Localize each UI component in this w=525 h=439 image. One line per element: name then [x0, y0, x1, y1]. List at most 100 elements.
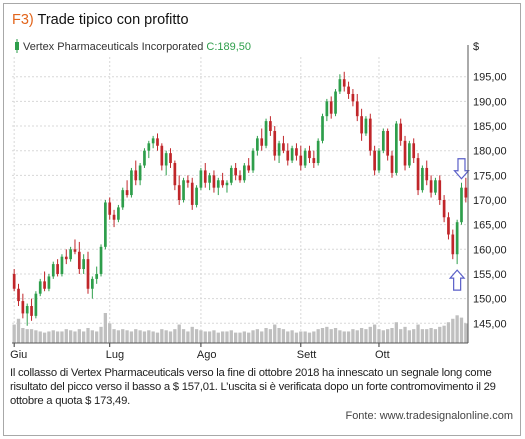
volume-bar: [429, 328, 433, 343]
volume-bar: [108, 323, 112, 343]
y-tick-label: 195,00: [473, 72, 507, 84]
candle-body: [295, 148, 298, 156]
candle-body: [30, 306, 33, 316]
volume-bar: [99, 326, 103, 343]
candle-body: [442, 200, 446, 218]
volume-bar: [359, 328, 364, 343]
candle-body: [403, 140, 407, 166]
volume-bar: [286, 331, 290, 343]
y-tick-label: 160,00: [473, 244, 507, 256]
figure-title: F3) Trade tipico con profitto: [12, 12, 189, 28]
candle-body: [99, 246, 103, 274]
volume-bar: [386, 329, 390, 343]
volume-bar: [73, 331, 77, 343]
volume-bar: [121, 329, 125, 343]
candle-body: [90, 278, 94, 289]
volume-bar: [412, 329, 416, 343]
volume-bar: [199, 330, 203, 343]
volume-bar: [438, 326, 442, 343]
volume-bar: [138, 330, 142, 343]
candle-body: [147, 143, 151, 151]
volume-bar: [151, 331, 155, 343]
candle-body: [373, 150, 376, 171]
volume-bar: [238, 332, 242, 343]
candle-body: [130, 170, 133, 196]
candle-body: [256, 138, 259, 151]
volume-bar: [377, 329, 381, 343]
figure-title-text: Trade tipico con profitto: [37, 12, 189, 28]
volume-bar: [129, 331, 134, 343]
candle-body: [260, 138, 264, 146]
candle-body: [286, 150, 290, 161]
candle-body: [264, 121, 268, 146]
volume-bar: [451, 318, 455, 343]
volume-bar: [320, 328, 325, 343]
volume-bar: [260, 331, 264, 343]
volume-bar: [181, 329, 186, 343]
candle-body: [290, 148, 294, 161]
volume-bar: [425, 329, 429, 343]
volume-bar: [333, 328, 338, 343]
x-tick-label: Giu: [10, 349, 27, 361]
candle-body: [464, 187, 468, 198]
volume-bar: [155, 332, 160, 343]
candle-body: [425, 167, 429, 181]
candle-body: [347, 86, 350, 94]
volume-bar: [160, 329, 164, 343]
volume-bar: [116, 330, 121, 343]
y-tick-label: 150,00: [473, 294, 507, 306]
volume-bar: [29, 329, 34, 343]
volume-bar: [351, 329, 355, 343]
candle-body: [342, 79, 346, 87]
figure-caption: Il collasso di Vertex Pharmaceuticals ve…: [10, 367, 496, 407]
volume-bar: [416, 324, 420, 343]
volume-bar: [247, 332, 251, 343]
candle-body: [64, 256, 68, 260]
candle-body: [351, 93, 355, 102]
candle-body: [299, 155, 303, 166]
volume-bar: [134, 329, 138, 343]
volume-bar: [268, 329, 273, 343]
candle-body: [143, 150, 146, 166]
candle-body: [386, 130, 390, 156]
volume-bar: [212, 330, 216, 343]
volume-bar: [325, 326, 329, 343]
candle-body: [321, 116, 324, 141]
candle-body: [208, 175, 211, 183]
volume-bar: [203, 331, 207, 343]
candle-body: [182, 180, 185, 200]
candle-body: [134, 170, 138, 181]
volume-bar: [25, 329, 29, 343]
candle-body: [69, 249, 72, 260]
volume-bar: [77, 329, 81, 343]
y-tick-label: 155,00: [473, 269, 507, 281]
candle-body: [282, 143, 285, 151]
volume-bar: [338, 330, 342, 343]
volume-bar: [82, 331, 86, 343]
y-tick-label: 165,00: [473, 220, 507, 232]
volume-bar: [277, 328, 281, 343]
candle-body: [408, 143, 411, 166]
candle-body: [416, 158, 420, 191]
volume-bar: [38, 331, 42, 343]
candle-body: [86, 259, 90, 289]
volume-bar: [407, 330, 412, 343]
candle-body: [160, 145, 164, 166]
volume-bar: [220, 331, 225, 343]
volume-bar: [142, 331, 147, 343]
candle-body: [377, 150, 381, 171]
candle-body: [312, 158, 316, 164]
volume-bar: [312, 331, 316, 343]
candle-body: [251, 150, 255, 171]
volume-bar: [307, 332, 312, 343]
candle-body: [242, 165, 246, 181]
candle-body: [169, 153, 172, 164]
volume-bar: [86, 328, 90, 343]
volume-bar: [225, 331, 229, 343]
volume-bar: [68, 330, 73, 343]
candle-body: [43, 281, 46, 289]
candle-body: [238, 175, 242, 181]
candle-body: [186, 180, 190, 183]
candle-body: [273, 130, 277, 156]
volume-bar: [281, 329, 286, 343]
